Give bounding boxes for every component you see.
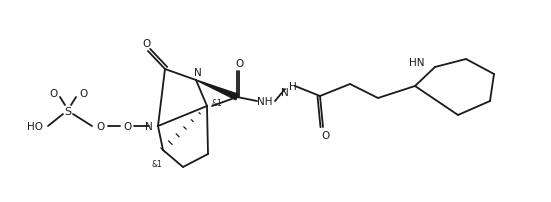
Text: O: O: [322, 130, 330, 140]
Text: O: O: [142, 39, 150, 49]
Polygon shape: [196, 81, 238, 100]
Text: N: N: [145, 121, 153, 131]
Text: N: N: [194, 68, 202, 78]
Text: O: O: [96, 121, 104, 131]
Text: HN: HN: [409, 58, 425, 68]
Text: HO: HO: [27, 121, 43, 131]
Text: H: H: [289, 82, 297, 92]
Text: N: N: [281, 87, 289, 98]
Text: S: S: [64, 106, 72, 116]
Text: NH: NH: [257, 97, 273, 106]
Text: O: O: [236, 59, 244, 69]
Text: O: O: [123, 121, 131, 131]
Text: O: O: [79, 88, 87, 99]
Text: &1: &1: [152, 160, 163, 169]
Text: O: O: [49, 88, 57, 99]
Text: &1: &1: [212, 99, 223, 108]
